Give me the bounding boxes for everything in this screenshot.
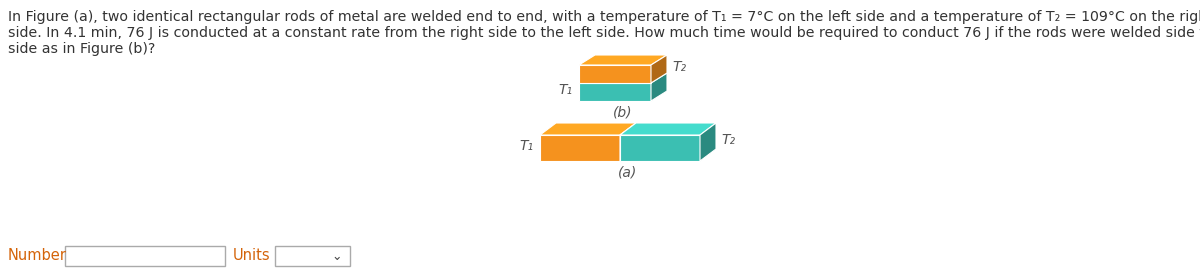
Polygon shape xyxy=(650,55,667,83)
Polygon shape xyxy=(580,55,667,65)
Text: T₁: T₁ xyxy=(520,139,534,153)
Polygon shape xyxy=(620,123,636,161)
Polygon shape xyxy=(700,123,716,161)
Text: (b): (b) xyxy=(613,105,632,119)
Polygon shape xyxy=(540,123,636,135)
Text: side as in Figure (b)?: side as in Figure (b)? xyxy=(8,42,155,56)
Text: side. In 4.1 min, 76 J is conducted at a constant rate from the right side to th: side. In 4.1 min, 76 J is conducted at a… xyxy=(8,26,1200,40)
Text: ⌄: ⌄ xyxy=(331,250,342,264)
Polygon shape xyxy=(650,73,667,101)
Polygon shape xyxy=(620,123,716,135)
Text: T₂: T₂ xyxy=(672,60,686,74)
Polygon shape xyxy=(580,83,650,101)
Text: Units: Units xyxy=(233,249,271,264)
Text: T₂: T₂ xyxy=(721,133,736,147)
Polygon shape xyxy=(620,135,700,161)
Polygon shape xyxy=(540,135,620,161)
Text: Number: Number xyxy=(8,249,67,264)
Polygon shape xyxy=(580,65,650,83)
Text: T₁: T₁ xyxy=(559,83,574,97)
FancyBboxPatch shape xyxy=(275,246,350,266)
FancyBboxPatch shape xyxy=(65,246,226,266)
Polygon shape xyxy=(580,73,667,83)
Text: In Figure (a), two identical rectangular rods of metal are welded end to end, wi: In Figure (a), two identical rectangular… xyxy=(8,10,1200,24)
Text: (a): (a) xyxy=(618,165,637,179)
